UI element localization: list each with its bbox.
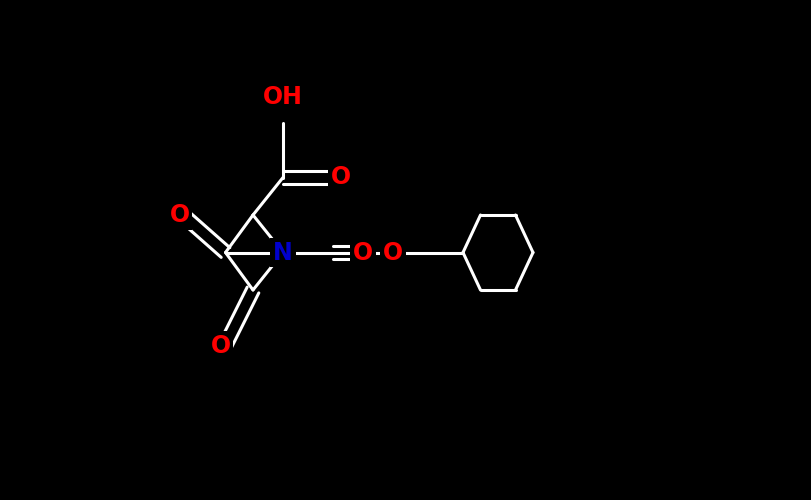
Text: O: O: [169, 203, 190, 227]
Text: O: O: [330, 164, 350, 188]
Text: O: O: [383, 240, 403, 264]
Text: N: N: [273, 240, 293, 264]
Text: OH: OH: [263, 86, 303, 110]
Text: O: O: [353, 240, 373, 264]
Text: O: O: [210, 334, 230, 358]
